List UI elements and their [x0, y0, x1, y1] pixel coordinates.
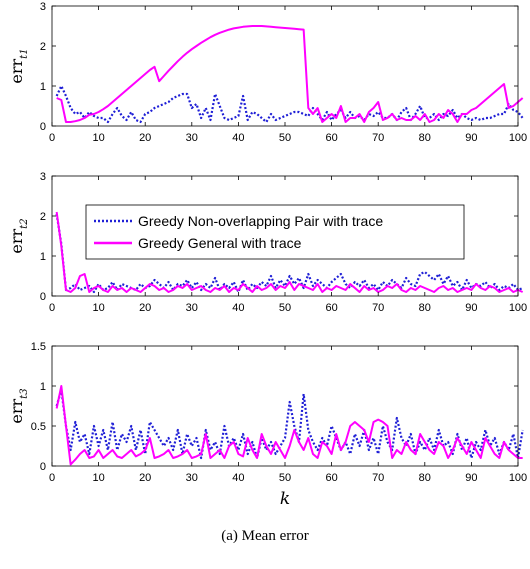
x-tick-label: 30 [186, 472, 198, 484]
x-tick-label: 40 [232, 302, 244, 314]
x-tick-label: 30 [186, 302, 198, 314]
y-tick-label: 1.5 [31, 341, 46, 353]
x-tick-label: 10 [92, 472, 104, 484]
x-tick-label: 90 [465, 472, 477, 484]
y-tick-label: 3 [40, 171, 46, 183]
x-tick-label: 30 [186, 132, 198, 144]
y-axis-label: errt2 [7, 218, 30, 253]
x-tick-label: 20 [139, 302, 151, 314]
subplot-2: 0 10 20 30 40 50 60 70 80 90 100 0 1 2 3 errt2 Greedy No… [7, 171, 527, 314]
x-tick-label: 40 [232, 132, 244, 144]
series-line-general [56, 25, 524, 123]
y-axis-label: errt1 [7, 48, 30, 83]
x-tick-label: 50 [279, 132, 291, 144]
x-tick-label: 70 [372, 472, 384, 484]
x-tick-label: 80 [419, 302, 431, 314]
x-tick-label: 70 [372, 302, 384, 314]
y-tick-label: 0.5 [31, 421, 46, 433]
legend: Greedy Non-overlapping Pair with trace Gr… [85, 204, 465, 260]
x-tick-label: 50 [279, 302, 291, 314]
axes-box [51, 345, 519, 467]
x-tick-label: 100 [509, 132, 527, 144]
legend-box [85, 204, 465, 260]
x-tick-label: 10 [92, 302, 104, 314]
x-tick-label: 60 [325, 302, 337, 314]
legend-entry-label: Greedy General with trace [138, 235, 302, 251]
y-tick-label: 0 [40, 121, 46, 133]
x-tick-label: 80 [419, 472, 431, 484]
x-tick-label: 100 [509, 472, 527, 484]
x-tick-label: 0 [49, 302, 55, 314]
y-tick-label: 1 [40, 251, 46, 263]
series-line-general [55, 211, 524, 293]
subplot-3: 0 10 20 30 40 50 60 70 80 90 100 0 0.5 1 1.5 errt3 k [7, 341, 527, 509]
x-tick-label: 0 [49, 472, 55, 484]
x-tick-label: 20 [139, 472, 151, 484]
x-tick-label: 60 [325, 472, 337, 484]
y-tick-label: 0 [40, 291, 46, 303]
y-axis-label: errt3 [7, 388, 30, 423]
x-tick-label: 80 [419, 132, 431, 144]
x-tick-label: 0 [49, 132, 55, 144]
x-tick-label: 90 [465, 132, 477, 144]
y-tick-label: 3 [40, 1, 46, 13]
x-tick-label: 10 [92, 132, 104, 144]
x-tick-label: 90 [465, 302, 477, 314]
x-tick-label: 40 [232, 472, 244, 484]
x-tick-label: 70 [372, 132, 384, 144]
y-tick-label: 2 [40, 41, 46, 53]
series-line-general [55, 385, 523, 466]
x-axis-label: k [280, 489, 290, 509]
x-tick-label: 20 [139, 132, 151, 144]
y-tick-label: 1 [40, 81, 46, 93]
x-tick-label: 50 [279, 472, 291, 484]
y-tick-label: 0 [40, 461, 46, 473]
subplot-1: 0 10 20 30 40 50 60 70 80 90 100 0 1 2 3 errt1 [7, 1, 527, 144]
series-line-pair [55, 84, 524, 124]
figure-caption: (a) Mean error [221, 528, 309, 544]
axes-box [51, 5, 519, 127]
y-tick-label: 1 [40, 381, 46, 393]
x-tick-label: 60 [325, 132, 337, 144]
y-tick-label: 2 [40, 211, 46, 223]
series-line-pair [55, 388, 524, 460]
x-tick-label: 100 [509, 302, 527, 314]
legend-entry-label: Greedy Non-overlapping Pair with trace [138, 213, 383, 229]
